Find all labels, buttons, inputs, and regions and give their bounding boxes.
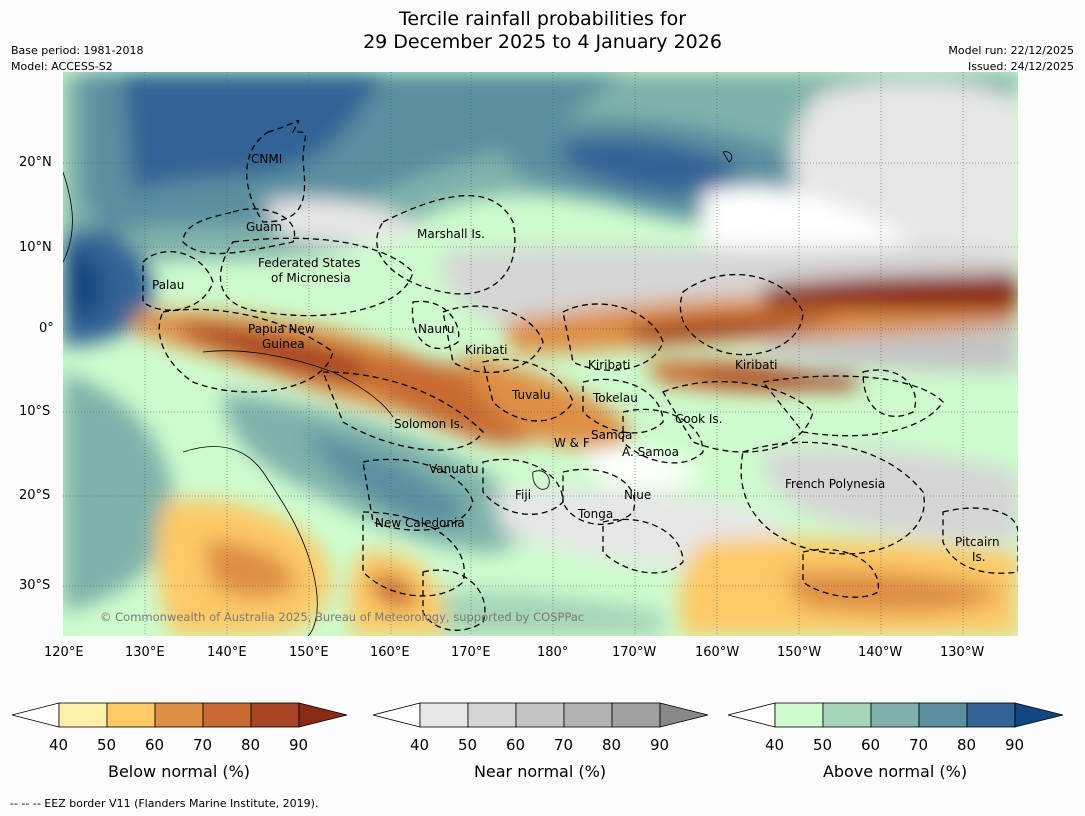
lon-label: 120°E bbox=[44, 645, 84, 660]
eez-legend-note: -- -- -- EEZ border V11 (Flanders Marine… bbox=[10, 797, 319, 810]
issued-text: Issued: 24/12/2025 bbox=[967, 60, 1074, 73]
place-label-fiji: Fiji bbox=[515, 488, 532, 502]
colorbar-tick: 40 bbox=[765, 736, 785, 754]
place-label-solomon-is: Solomon Is. bbox=[394, 417, 464, 431]
colorbar-title-near-normal: Near normal (%) bbox=[473, 762, 607, 781]
place-label-vanuatu: Vanuatu bbox=[429, 462, 479, 476]
place-label-kiribati-west: Kiribati bbox=[465, 343, 508, 357]
place-label-fsm-2: of Micronesia bbox=[271, 271, 351, 285]
colorbar-tick: 70 bbox=[193, 736, 213, 754]
lon-label: 150°E bbox=[289, 645, 329, 660]
probability-field bbox=[63, 72, 1018, 636]
colorbar-tick: 90 bbox=[1005, 736, 1025, 754]
colorbars bbox=[11, 702, 1064, 728]
model-run-text: Model run: 22/12/2025 bbox=[948, 44, 1074, 57]
place-label-kiribati-east: Kiribati bbox=[735, 358, 778, 372]
map-title-line2: 29 December 2025 to 4 January 2026 bbox=[363, 31, 722, 53]
place-label-tuvalu: Tuvalu bbox=[512, 388, 551, 402]
colorbar-tick: 60 bbox=[506, 736, 526, 754]
place-label-samoa: Samoa bbox=[591, 428, 633, 442]
colorbar-tick: 50 bbox=[458, 736, 478, 754]
place-label-cook-is: Cook Is. bbox=[675, 412, 723, 426]
colorbar-tick: 40 bbox=[410, 736, 430, 754]
probability-map bbox=[63, 72, 1018, 636]
place-label-wallis-futuna: W & F bbox=[554, 436, 590, 450]
colorbar-tick: 80 bbox=[602, 736, 622, 754]
lat-label: 10°S bbox=[19, 404, 51, 419]
colorbar-tick: 60 bbox=[861, 736, 881, 754]
map-canvas bbox=[63, 72, 1018, 636]
lon-label: 150°W bbox=[777, 645, 822, 660]
place-label-french-polynesia: French Polynesia bbox=[785, 477, 886, 491]
place-label-png-2: Guinea bbox=[262, 337, 305, 351]
eez-borders bbox=[142, 119, 1018, 631]
colorbar-tick: 50 bbox=[97, 736, 117, 754]
copyright-notice: © Commonwealth of Australia 2025, Bureau… bbox=[100, 610, 585, 624]
colorbar-tick: 50 bbox=[813, 736, 833, 754]
place-label-cnmi: CNMI bbox=[251, 152, 283, 166]
colorbar-near-normal bbox=[372, 702, 709, 728]
colorbar-tick: 90 bbox=[650, 736, 670, 754]
colorbar-title-below-normal: Below normal (%) bbox=[107, 762, 251, 781]
graticule bbox=[63, 72, 1018, 636]
colorbar-tick: 80 bbox=[241, 736, 261, 754]
lat-label: 30°S bbox=[19, 578, 51, 593]
place-label-tokelau: Tokelau bbox=[593, 391, 638, 405]
lon-label: 170°W bbox=[612, 645, 657, 660]
place-label-new-caledonia: New Caledonia bbox=[375, 516, 465, 530]
colorbar-below-normal bbox=[11, 702, 348, 728]
place-label-png-1: Papua New bbox=[248, 322, 315, 336]
place-label-kiribati-central: Kiribati bbox=[588, 358, 631, 372]
map-title-line1: Tercile rainfall probabilities for bbox=[398, 8, 687, 30]
lon-label: 180° bbox=[537, 645, 569, 660]
place-label-niue: Niue bbox=[624, 488, 652, 502]
place-label-guam: Guam bbox=[246, 220, 282, 234]
place-label-palau: Palau bbox=[152, 278, 185, 292]
lat-label: 20°N bbox=[19, 155, 52, 170]
place-label-pitcairn-1: Pitcairn bbox=[955, 535, 1000, 549]
lon-label: 160°W bbox=[695, 645, 740, 660]
colorbar-tick: 90 bbox=[289, 736, 309, 754]
place-label-marshall-is: Marshall Is. bbox=[417, 227, 485, 241]
colorbar-tick: 70 bbox=[554, 736, 574, 754]
colorbar-tick: 70 bbox=[909, 736, 929, 754]
lon-label: 140°E bbox=[207, 645, 247, 660]
lat-label: 10°N bbox=[19, 240, 52, 255]
lon-label: 140°W bbox=[858, 645, 903, 660]
colorbar-tick: 40 bbox=[49, 736, 69, 754]
base-period-text: Base period: 1981-2018 bbox=[11, 44, 144, 57]
colorbar-title-above-normal: Above normal (%) bbox=[822, 762, 968, 781]
colorbar-tick: 80 bbox=[957, 736, 977, 754]
lon-label: 160°E bbox=[370, 645, 410, 660]
lon-label: 170°E bbox=[451, 645, 491, 660]
colorbar-above-normal bbox=[727, 702, 1064, 728]
place-label-fsm-1: Federated States bbox=[258, 256, 361, 270]
place-label-american-samoa: A. Samoa bbox=[622, 445, 679, 459]
lat-label: 0° bbox=[39, 321, 54, 336]
lon-label: 130°E bbox=[125, 645, 165, 660]
lat-label: 20°S bbox=[19, 488, 51, 503]
place-label-nauru: Nauru bbox=[418, 322, 455, 336]
place-label-tonga: Tonga bbox=[578, 507, 614, 521]
lon-label: 130°W bbox=[940, 645, 985, 660]
colorbar-tick: 60 bbox=[145, 736, 165, 754]
model-text: Model: ACCESS-S2 bbox=[11, 60, 113, 73]
place-label-pitcairn-2: Is. bbox=[972, 550, 986, 564]
